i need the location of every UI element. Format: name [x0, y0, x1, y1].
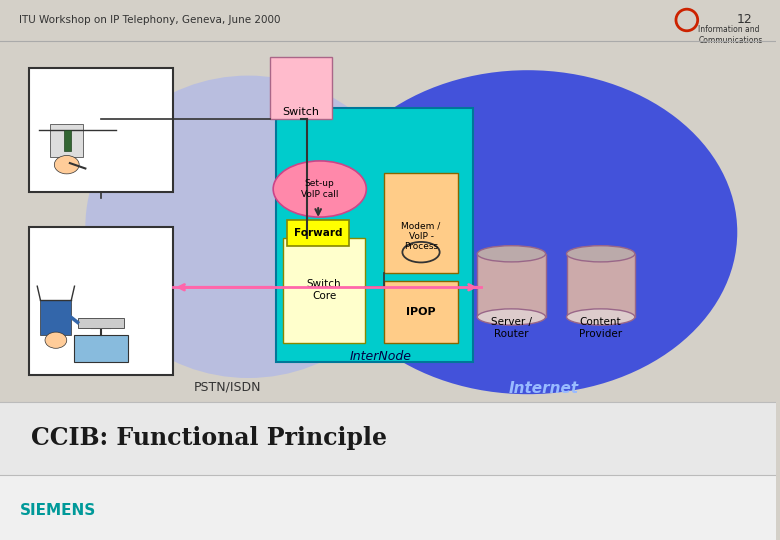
Ellipse shape — [85, 76, 411, 378]
FancyBboxPatch shape — [385, 281, 458, 343]
Text: Content
Provider: Content Provider — [579, 317, 622, 339]
Text: SIEMENS: SIEMENS — [20, 503, 96, 518]
FancyBboxPatch shape — [287, 220, 349, 246]
FancyBboxPatch shape — [74, 335, 128, 362]
FancyBboxPatch shape — [283, 238, 365, 343]
FancyBboxPatch shape — [566, 254, 635, 317]
FancyBboxPatch shape — [77, 318, 124, 328]
FancyBboxPatch shape — [30, 68, 173, 192]
FancyBboxPatch shape — [477, 254, 545, 317]
Text: Switch: Switch — [282, 107, 320, 117]
FancyBboxPatch shape — [270, 57, 332, 119]
Text: Server /
Router: Server / Router — [491, 317, 532, 339]
FancyBboxPatch shape — [30, 227, 173, 375]
Text: CCIB: Functional Principle: CCIB: Functional Principle — [31, 427, 387, 450]
Text: Internet: Internet — [509, 381, 578, 396]
FancyBboxPatch shape — [51, 124, 83, 157]
FancyBboxPatch shape — [0, 402, 776, 475]
Ellipse shape — [566, 309, 635, 325]
Text: Switch
Core: Switch Core — [307, 280, 342, 301]
Text: PSTN/ISDN: PSTN/ISDN — [194, 381, 261, 394]
Text: Forward: Forward — [294, 228, 342, 238]
FancyBboxPatch shape — [64, 130, 72, 151]
FancyBboxPatch shape — [385, 173, 458, 273]
Text: IPOP: IPOP — [406, 307, 436, 317]
FancyBboxPatch shape — [0, 475, 776, 540]
Text: Modem /
VoIP -
Process: Modem / VoIP - Process — [402, 221, 441, 251]
FancyBboxPatch shape — [275, 108, 473, 362]
Ellipse shape — [273, 161, 367, 217]
Ellipse shape — [477, 246, 545, 262]
Ellipse shape — [566, 246, 635, 262]
Ellipse shape — [45, 332, 67, 348]
Text: Information and
Communications: Information and Communications — [698, 25, 763, 45]
Ellipse shape — [477, 309, 545, 325]
FancyBboxPatch shape — [0, 0, 776, 402]
Text: 12: 12 — [737, 14, 753, 26]
Ellipse shape — [318, 70, 737, 394]
FancyBboxPatch shape — [41, 300, 72, 335]
Text: ITU Workshop on IP Telephony, Geneva, June 2000: ITU Workshop on IP Telephony, Geneva, Ju… — [20, 15, 281, 25]
Text: Set-up
VoIP call: Set-up VoIP call — [301, 179, 339, 199]
Text: InterNode: InterNode — [349, 350, 411, 363]
Ellipse shape — [55, 156, 79, 174]
